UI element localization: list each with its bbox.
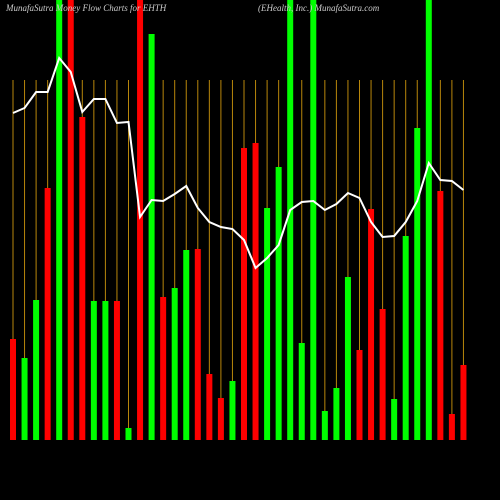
bar [298,343,305,440]
bar [125,428,132,440]
bar [333,388,340,440]
bar [402,236,409,440]
bar [264,208,271,440]
bar [148,34,155,440]
bar [137,0,144,440]
bar [287,0,294,440]
bar [414,128,421,440]
bar [194,249,201,440]
bar [425,0,432,440]
bar [241,148,247,440]
bar [56,0,63,440]
chart-subtitle: (EHealth, Inc.) MunafaSutra.com [258,3,380,13]
bar [33,300,40,440]
bar [44,188,51,440]
bar [275,167,282,440]
bar [460,365,467,440]
bar [379,309,386,440]
bar [252,143,259,440]
price-line [12,55,465,270]
bar [90,301,97,440]
bar [21,358,28,440]
bar [356,350,363,440]
bar [321,411,328,440]
bar [437,191,444,440]
bar [368,209,375,440]
bar [183,250,190,440]
bar [10,339,16,440]
bar [113,301,120,440]
bar [391,399,398,440]
bar [79,117,86,440]
bar [217,398,224,440]
bar [344,277,351,440]
bar [160,297,167,440]
chart-title: MunafaSutra Money Flow Charts for EHTH [5,3,167,13]
bar [67,0,74,440]
bar [229,381,236,440]
bar [206,374,213,440]
bar [171,288,178,440]
bar [310,0,317,440]
bar [448,414,455,440]
bar [102,301,109,440]
